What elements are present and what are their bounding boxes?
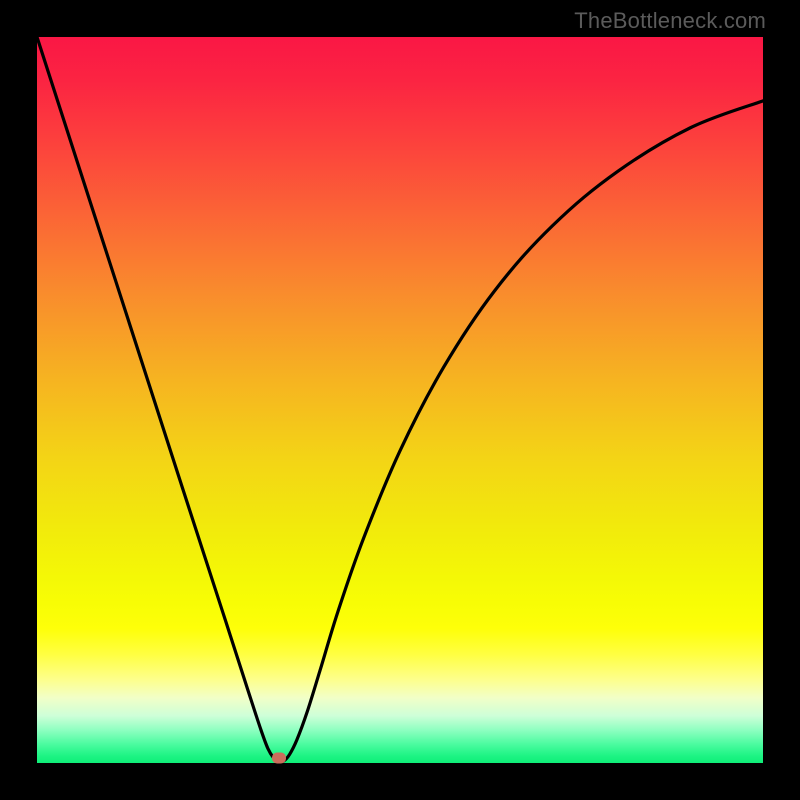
optimum-marker — [272, 752, 286, 763]
chart-frame: TheBottleneck.com — [0, 0, 800, 800]
watermark-text: TheBottleneck.com — [574, 8, 766, 34]
gradient-background — [37, 37, 763, 763]
plot-area — [37, 37, 763, 763]
